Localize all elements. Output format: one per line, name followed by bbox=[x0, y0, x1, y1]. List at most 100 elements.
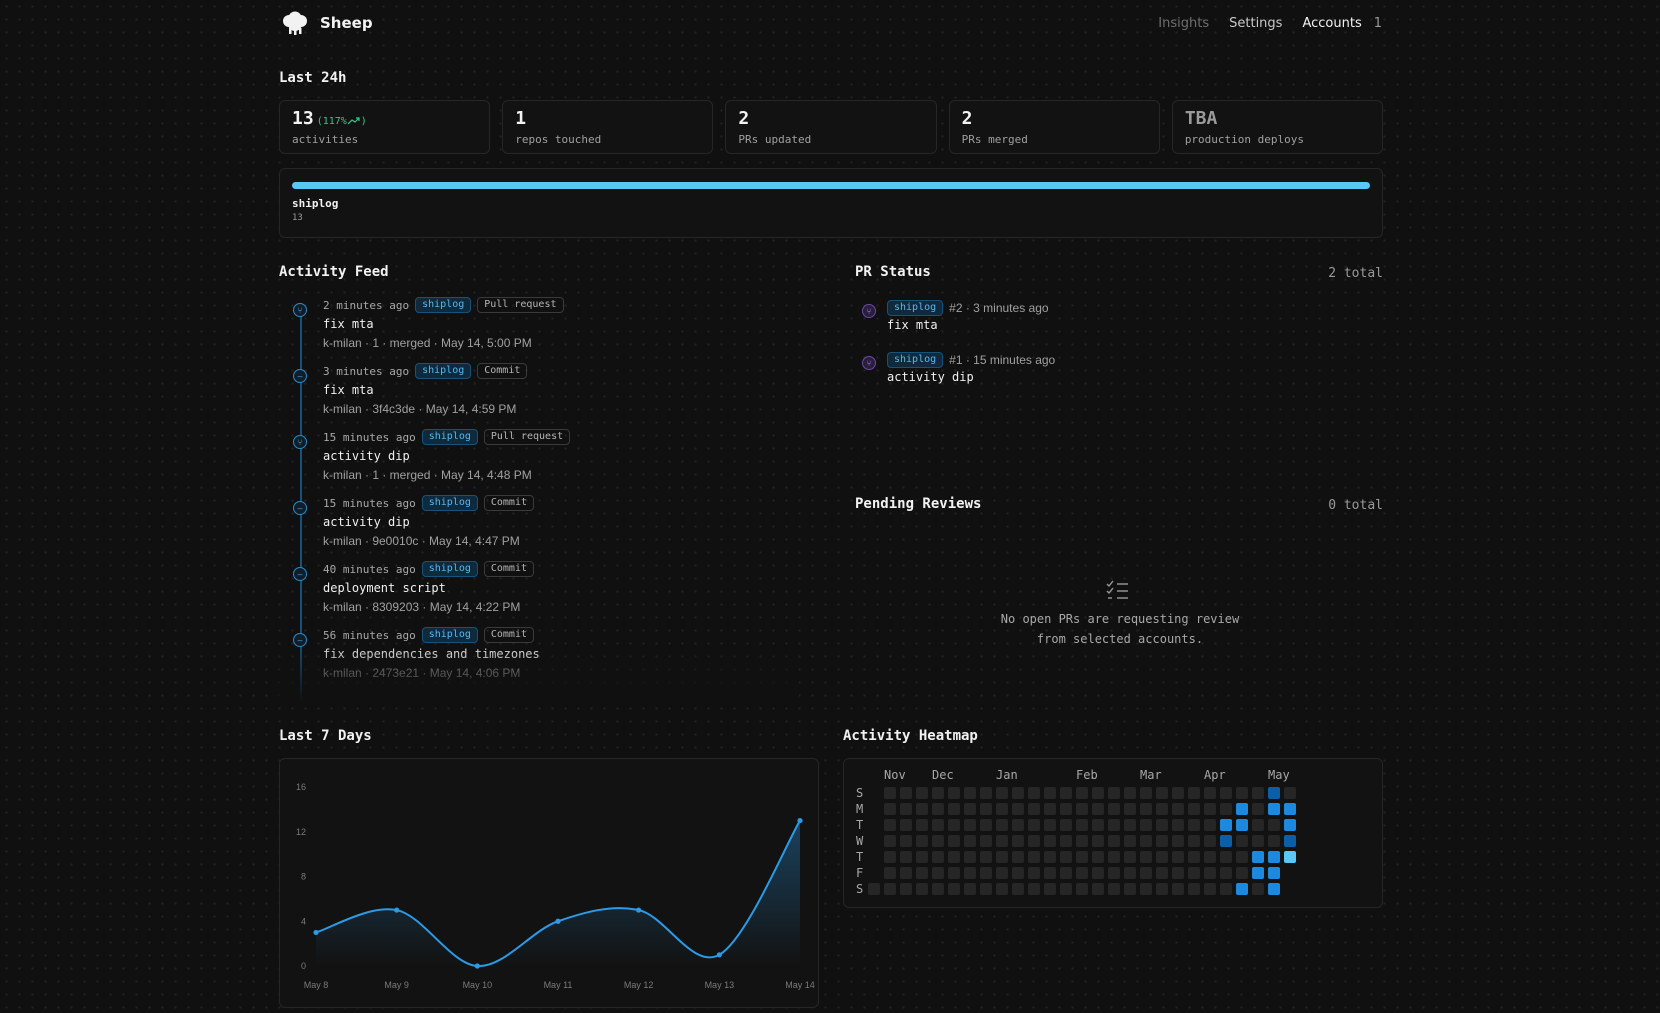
heatmap-cell[interactable] bbox=[1284, 787, 1296, 799]
heatmap-cell[interactable] bbox=[1236, 787, 1248, 799]
feed-item[interactable]: — 3 minutes ago shiplog Commit fix mta k-mila… bbox=[279, 361, 779, 423]
heatmap-cell[interactable] bbox=[884, 851, 896, 863]
heatmap-cell[interactable] bbox=[1028, 883, 1040, 895]
heatmap-cell[interactable] bbox=[1236, 835, 1248, 847]
heatmap-cell[interactable] bbox=[1188, 851, 1200, 863]
heatmap-cell[interactable] bbox=[1252, 803, 1264, 815]
heatmap-cell[interactable] bbox=[980, 835, 992, 847]
repo-tag[interactable]: shiplog bbox=[887, 352, 944, 368]
heatmap-cell[interactable] bbox=[1060, 803, 1072, 815]
heatmap-cell[interactable] bbox=[1044, 867, 1056, 879]
heatmap-cell[interactable] bbox=[1172, 867, 1184, 879]
heatmap-cell[interactable] bbox=[1092, 787, 1104, 799]
heatmap-cell[interactable] bbox=[1076, 851, 1088, 863]
heatmap-cell[interactable] bbox=[1220, 883, 1232, 895]
heatmap-cell[interactable] bbox=[916, 883, 928, 895]
heatmap-cell[interactable] bbox=[1156, 803, 1168, 815]
pr-item[interactable]: ⑂ shiplog #1 · 15 minutes ago activity d… bbox=[862, 352, 1162, 396]
heatmap-cell[interactable] bbox=[1060, 835, 1072, 847]
heatmap-cell[interactable] bbox=[1012, 803, 1024, 815]
heatmap-cell[interactable] bbox=[1188, 787, 1200, 799]
heatmap-cell[interactable] bbox=[1124, 819, 1136, 831]
heatmap-cell[interactable] bbox=[884, 819, 896, 831]
heatmap-cell[interactable] bbox=[1284, 803, 1296, 815]
heatmap-cell[interactable] bbox=[900, 803, 912, 815]
data-point[interactable] bbox=[474, 963, 480, 969]
heatmap-cell[interactable] bbox=[1044, 835, 1056, 847]
feed-item[interactable]: — 15 minutes ago shiplog Commit activity dip… bbox=[279, 493, 779, 555]
heatmap-cell[interactable] bbox=[1268, 787, 1280, 799]
heatmap-cell[interactable] bbox=[1252, 819, 1264, 831]
heatmap-cell[interactable] bbox=[1220, 851, 1232, 863]
heatmap-cell[interactable] bbox=[884, 883, 896, 895]
heatmap-cell[interactable] bbox=[1044, 819, 1056, 831]
heatmap-cell[interactable] bbox=[996, 867, 1008, 879]
heatmap-cell[interactable] bbox=[1236, 803, 1248, 815]
heatmap-cell[interactable] bbox=[932, 835, 944, 847]
repo-tag[interactable]: shiplog bbox=[421, 561, 478, 577]
heatmap-cell[interactable] bbox=[1140, 835, 1152, 847]
heatmap-cell[interactable] bbox=[996, 819, 1008, 831]
heatmap-cell[interactable] bbox=[1220, 867, 1232, 879]
heatmap-cell[interactable] bbox=[1028, 851, 1040, 863]
heatmap-cell[interactable] bbox=[1220, 835, 1232, 847]
heatmap-cell[interactable] bbox=[1012, 819, 1024, 831]
heatmap-cell[interactable] bbox=[1092, 819, 1104, 831]
heatmap-cell[interactable] bbox=[1108, 835, 1120, 847]
heatmap-cell[interactable] bbox=[1012, 835, 1024, 847]
heatmap-cell[interactable] bbox=[1284, 835, 1296, 847]
heatmap-cell[interactable] bbox=[932, 867, 944, 879]
heatmap-cell[interactable] bbox=[1252, 787, 1264, 799]
heatmap-cell[interactable] bbox=[1172, 851, 1184, 863]
heatmap-cell[interactable] bbox=[1236, 867, 1248, 879]
heatmap-cell[interactable] bbox=[884, 835, 896, 847]
pr-item[interactable]: ⑂ shiplog #2 · 3 minutes ago fix mta bbox=[862, 300, 1162, 344]
heatmap-cell[interactable] bbox=[948, 819, 960, 831]
heatmap-cell[interactable] bbox=[1204, 883, 1216, 895]
heatmap-cell[interactable] bbox=[980, 787, 992, 799]
heatmap-cell[interactable] bbox=[1268, 851, 1280, 863]
heatmap-cell[interactable] bbox=[916, 819, 928, 831]
heatmap-cell[interactable] bbox=[964, 835, 976, 847]
heatmap-cell[interactable] bbox=[1124, 787, 1136, 799]
heatmap-cell[interactable] bbox=[948, 787, 960, 799]
heatmap-cell[interactable] bbox=[1220, 819, 1232, 831]
heatmap-cell[interactable] bbox=[1268, 835, 1280, 847]
heatmap-cell[interactable] bbox=[948, 867, 960, 879]
data-point[interactable] bbox=[555, 918, 561, 924]
heatmap-cell[interactable] bbox=[1268, 819, 1280, 831]
heatmap-cell[interactable] bbox=[1060, 819, 1072, 831]
heatmap-cell[interactable] bbox=[1044, 787, 1056, 799]
heatmap-cell[interactable] bbox=[996, 883, 1008, 895]
heatmap-cell[interactable] bbox=[1236, 819, 1248, 831]
data-point[interactable] bbox=[797, 817, 803, 824]
brand[interactable]: Sheep bbox=[280, 10, 373, 36]
heatmap-cell[interactable] bbox=[1092, 867, 1104, 879]
heatmap-cell[interactable] bbox=[1204, 803, 1216, 815]
heatmap-cell[interactable] bbox=[1012, 851, 1024, 863]
heatmap-cell[interactable] bbox=[996, 787, 1008, 799]
heatmap-cell[interactable] bbox=[1204, 787, 1216, 799]
heatmap-cell[interactable] bbox=[1092, 803, 1104, 815]
heatmap-cell[interactable] bbox=[964, 867, 976, 879]
heatmap-cell[interactable] bbox=[900, 787, 912, 799]
heatmap-cell[interactable] bbox=[996, 803, 1008, 815]
heatmap-cell[interactable] bbox=[932, 803, 944, 815]
heatmap-cell[interactable] bbox=[980, 819, 992, 831]
heatmap-cell[interactable] bbox=[932, 787, 944, 799]
heatmap-cell[interactable] bbox=[1188, 803, 1200, 815]
repo-tag[interactable]: shiplog bbox=[415, 363, 472, 379]
heatmap-cell[interactable] bbox=[1028, 803, 1040, 815]
heatmap-cell[interactable] bbox=[948, 835, 960, 847]
heatmap-cell[interactable] bbox=[1284, 851, 1296, 863]
heatmap-cell[interactable] bbox=[964, 803, 976, 815]
heatmap-cell[interactable] bbox=[884, 803, 896, 815]
heatmap-cell[interactable] bbox=[916, 803, 928, 815]
heatmap-cell[interactable] bbox=[1092, 835, 1104, 847]
heatmap-cell[interactable] bbox=[964, 787, 976, 799]
heatmap-cell[interactable] bbox=[980, 883, 992, 895]
heatmap-cell[interactable] bbox=[1076, 883, 1088, 895]
heatmap-cell[interactable] bbox=[1156, 787, 1168, 799]
heatmap-cell[interactable] bbox=[932, 883, 944, 895]
heatmap-cell[interactable] bbox=[980, 803, 992, 815]
